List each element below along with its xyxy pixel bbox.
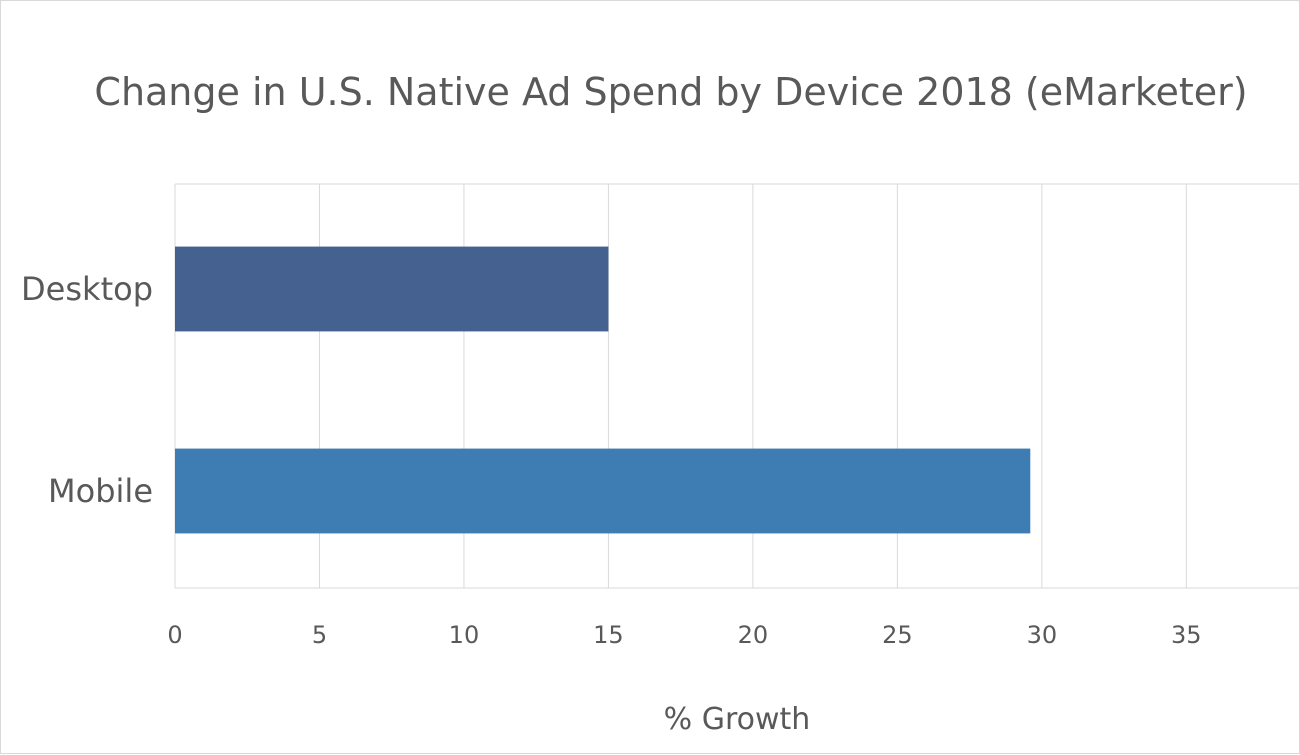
- x-axis-title: % Growth: [664, 702, 811, 737]
- x-tick-label: 5: [312, 621, 327, 649]
- bar-mobile: [175, 448, 1031, 534]
- x-tick-labels: 0 5 10 15 20 25 30 35: [167, 621, 1201, 649]
- chart-title: Change in U.S. Native Ad Spend by Device…: [94, 70, 1247, 114]
- x-tick-label: 0: [167, 621, 182, 649]
- x-tick-label: 10: [449, 621, 480, 649]
- category-labels: Desktop Mobile: [21, 270, 153, 510]
- x-tick-label: 20: [738, 621, 769, 649]
- x-tick-label: 25: [882, 621, 913, 649]
- bars: [175, 246, 1031, 534]
- x-tick-label: 30: [1027, 621, 1058, 649]
- x-tick-label: 35: [1171, 621, 1202, 649]
- category-label-mobile: Mobile: [48, 472, 153, 510]
- bar-desktop: [175, 246, 609, 332]
- category-label-desktop: Desktop: [21, 270, 153, 308]
- x-tick-label: 15: [593, 621, 624, 649]
